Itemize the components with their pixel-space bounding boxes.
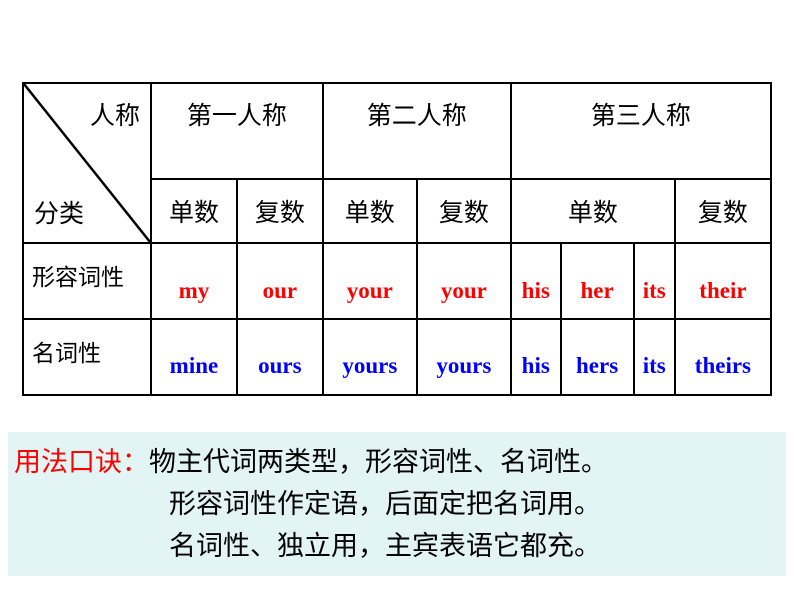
noun-p3-sg-m: his (511, 319, 561, 395)
noun-p2-pl: yours (417, 319, 511, 395)
noun-p1-sg: mine (151, 319, 237, 395)
mnemonic-label: 用法口诀： (14, 447, 149, 477)
header-third-person: 第三人称 (511, 83, 771, 179)
header-first-person: 第一人称 (151, 83, 323, 179)
mnemonic-box: 用法口诀：物主代词两类型，形容词性、名词性。 形容词性作定语，后面定把名词用。 … (8, 432, 786, 576)
adj-p1-pl: our (237, 243, 323, 319)
mnemonic-line3: 名词性、独立用，主宾表语它都充。 (14, 526, 780, 568)
pronoun-table-container: 人称 分类 第一人称 第二人称 第三人称 单数 复数 单数 复数 单数 复数 形… (22, 82, 772, 396)
header-p2-singular: 单数 (323, 179, 417, 243)
header-second-person: 第二人称 (323, 83, 511, 179)
adj-p2-pl: your (417, 243, 511, 319)
pronoun-table: 人称 分类 第一人称 第二人称 第三人称 单数 复数 单数 复数 单数 复数 形… (22, 82, 772, 396)
noun-p2-sg: yours (323, 319, 417, 395)
adj-p3-sg-n: its (634, 243, 675, 319)
noun-p3-sg-f: hers (561, 319, 634, 395)
row-label-noun: 名词性 (23, 319, 151, 395)
adj-p3-sg-m: his (511, 243, 561, 319)
header-p1-singular: 单数 (151, 179, 237, 243)
adj-p3-sg-f: her (561, 243, 634, 319)
header-p2-plural: 复数 (417, 179, 511, 243)
header-person: 人称 (90, 96, 140, 132)
row-label-adjective: 形容词性 (23, 243, 151, 319)
mnemonic-line1: 物主代词两类型，形容词性、名词性。 (149, 447, 608, 477)
diagonal-header-cell: 人称 分类 (23, 83, 151, 243)
header-p3-singular: 单数 (511, 179, 675, 243)
noun-p3-pl: theirs (675, 319, 771, 395)
adj-p2-sg: your (323, 243, 417, 319)
mnemonic-line2: 形容词性作定语，后面定把名词用。 (14, 484, 780, 526)
header-category: 分类 (34, 194, 84, 230)
adj-p1-sg: my (151, 243, 237, 319)
header-p3-plural: 复数 (675, 179, 771, 243)
adj-p3-pl: their (675, 243, 771, 319)
noun-p1-pl: ours (237, 319, 323, 395)
header-p1-plural: 复数 (237, 179, 323, 243)
noun-p3-sg-n: its (634, 319, 675, 395)
